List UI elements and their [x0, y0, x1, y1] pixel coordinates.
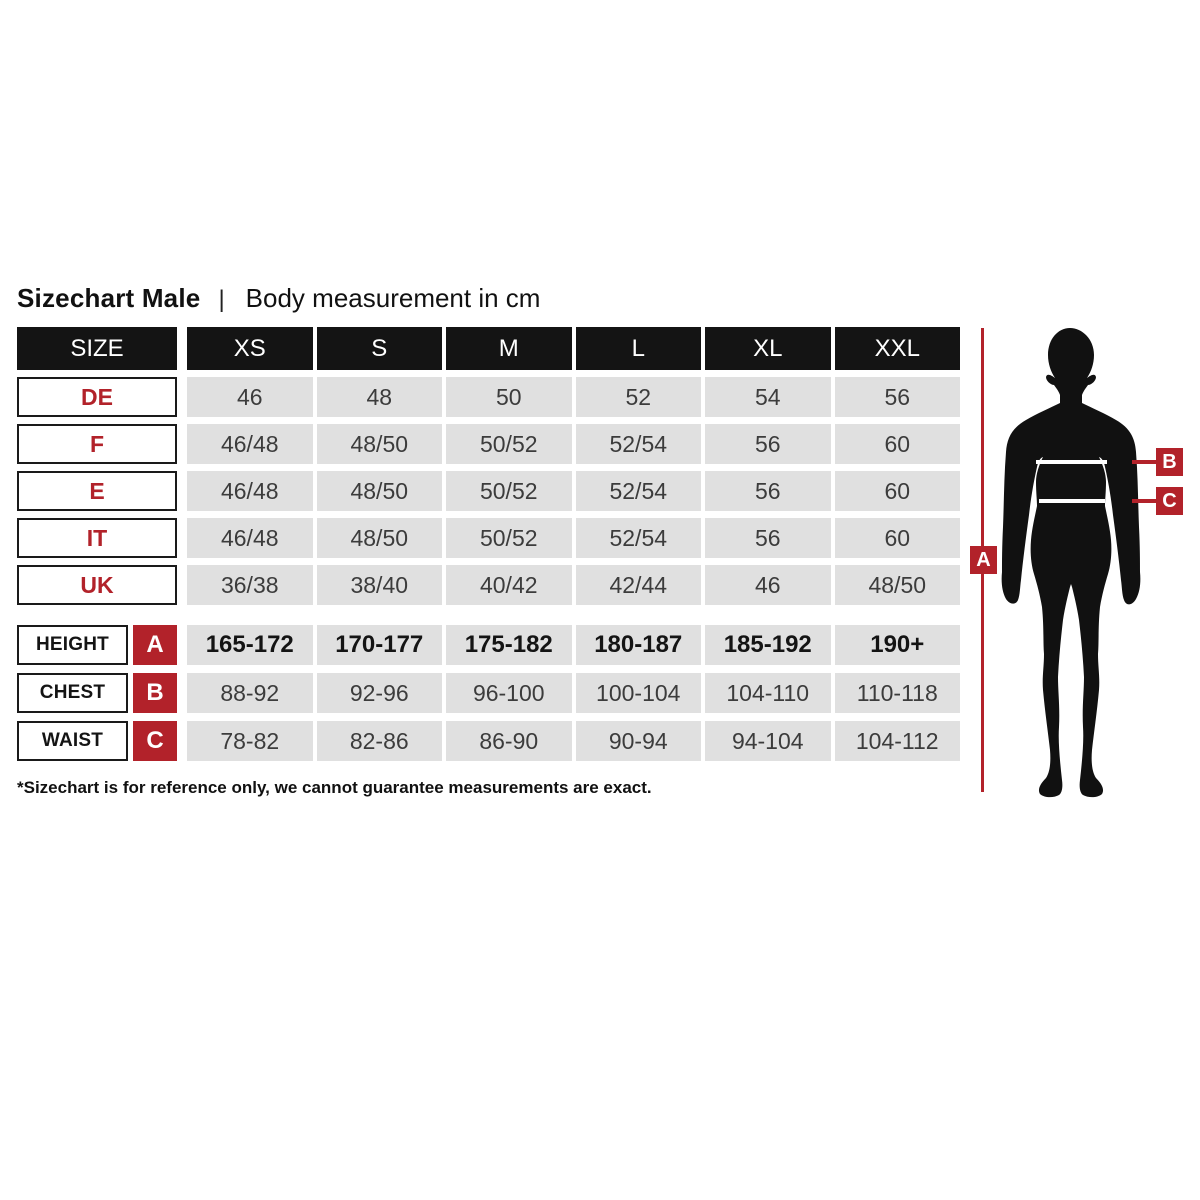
title-main: Sizechart Male: [17, 283, 201, 313]
measure-table: HEIGHT A 165-172 170-177 175-182 180-187 185-1…: [17, 625, 960, 761]
size-cell: 48/50: [316, 518, 442, 558]
size-cell: 50/52: [446, 471, 572, 511]
measure-cell: 190+: [834, 625, 960, 665]
size-cell: 46: [705, 565, 831, 605]
measure-label-group: HEIGHT A: [17, 625, 177, 665]
size-cell: 52/54: [575, 424, 701, 464]
marker-b-badge: B: [1156, 448, 1183, 476]
size-header-xxl: XXL: [834, 327, 960, 370]
size-cell: 48/50: [316, 424, 442, 464]
measure-cell: 96-100: [446, 673, 572, 713]
measure-cell: 175-182: [446, 625, 572, 665]
size-cell: 38/40: [316, 565, 442, 605]
measure-label-chest: CHEST: [17, 673, 128, 713]
marker-c-badge: C: [1156, 487, 1183, 515]
size-cell: 42/44: [575, 565, 701, 605]
size-cell: 56: [705, 471, 831, 511]
size-cell: 54: [705, 377, 831, 417]
size-cell: 60: [834, 424, 960, 464]
size-cell: 56: [705, 424, 831, 464]
size-header-xs: XS: [187, 327, 313, 370]
measure-cell: 100-104: [575, 673, 701, 713]
size-cell: 52/54: [575, 518, 701, 558]
size-cell: 48: [316, 377, 442, 417]
measure-cell: 104-110: [705, 673, 831, 713]
size-cell: 52: [575, 377, 701, 417]
size-cell: 46: [187, 377, 313, 417]
male-body-silhouette: [1001, 328, 1141, 798]
waist-marker-connector: [1132, 499, 1158, 503]
size-table: SIZE XS S M L XL XXL DE 46 48 50 52 54 56 F 46/48 48/50 5…: [17, 327, 960, 605]
title-subtitle: Body measurement in cm: [245, 283, 541, 313]
measure-cell: 82-86: [316, 721, 442, 761]
marker-badge-b: B: [133, 673, 177, 713]
size-cell: 52/54: [575, 471, 701, 511]
size-cell: 46/48: [187, 518, 313, 558]
measure-cell: 94-104: [705, 721, 831, 761]
measure-label-group: WAIST C: [17, 721, 177, 761]
measure-cell: 180-187: [575, 625, 701, 665]
measure-cell: 170-177: [316, 625, 442, 665]
size-cell: 60: [834, 471, 960, 511]
measure-cell: 165-172: [187, 625, 313, 665]
size-header-xl: XL: [705, 327, 831, 370]
size-cell: 40/42: [446, 565, 572, 605]
size-cell: 48/50: [834, 565, 960, 605]
size-cell: 36/38: [187, 565, 313, 605]
size-header-l: L: [575, 327, 701, 370]
measure-cell: 78-82: [187, 721, 313, 761]
measure-cell: 88-92: [187, 673, 313, 713]
measure-cell: 104-112: [834, 721, 960, 761]
size-cell: 48/50: [316, 471, 442, 511]
footnote: *Sizechart is for reference only, we can…: [17, 778, 652, 797]
row-label-it: IT: [17, 518, 177, 558]
size-header-m: M: [446, 327, 572, 370]
measure-cell: 185-192: [705, 625, 831, 665]
page-title: Sizechart Male | Body measurement in cm: [17, 283, 540, 314]
measure-cell: 110-118: [834, 673, 960, 713]
size-cell: 50/52: [446, 518, 572, 558]
measure-label-group: CHEST B: [17, 673, 177, 713]
body-measurement-figure: A B C: [960, 310, 1200, 810]
size-cell: 50/52: [446, 424, 572, 464]
size-cell: 46/48: [187, 424, 313, 464]
measure-cell: 90-94: [575, 721, 701, 761]
measure-cell: 92-96: [316, 673, 442, 713]
size-cell: 60: [834, 518, 960, 558]
size-cell: 56: [834, 377, 960, 417]
chest-measure-line: [1036, 460, 1107, 464]
size-cell: 50: [446, 377, 572, 417]
row-label-e: E: [17, 471, 177, 511]
chest-marker-connector: [1132, 460, 1158, 464]
row-label-f: F: [17, 424, 177, 464]
marker-badge-a: A: [133, 625, 177, 665]
measure-label-height: HEIGHT: [17, 625, 128, 665]
marker-a-badge: A: [970, 546, 997, 574]
row-label-uk: UK: [17, 565, 177, 605]
title-separator: |: [218, 286, 225, 313]
size-cell: 46/48: [187, 471, 313, 511]
waist-measure-line: [1039, 499, 1105, 503]
row-label-de: DE: [17, 377, 177, 417]
measure-label-waist: WAIST: [17, 721, 128, 761]
size-cell: 56: [705, 518, 831, 558]
measure-cell: 86-90: [446, 721, 572, 761]
size-header-s: S: [316, 327, 442, 370]
marker-badge-c: C: [133, 721, 177, 761]
size-column-header: SIZE: [17, 327, 177, 370]
